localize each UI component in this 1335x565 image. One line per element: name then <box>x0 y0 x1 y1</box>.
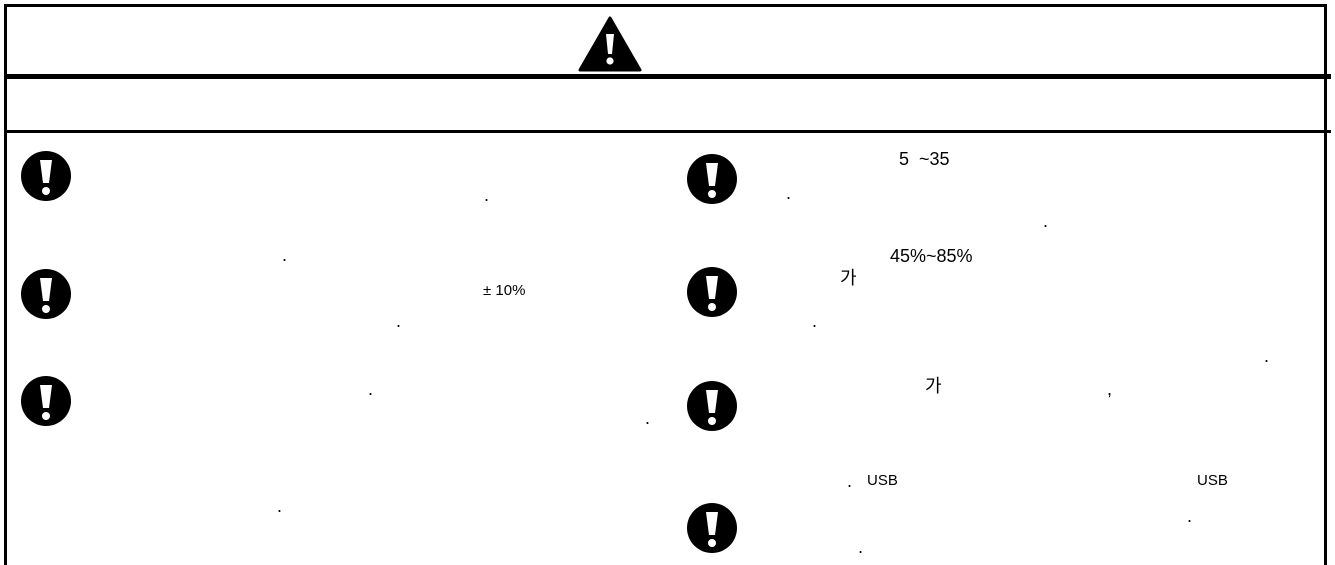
right-item-4-usb: USB <box>867 472 898 489</box>
right-item-1-temperature: 5 ~35 <box>899 149 950 169</box>
right-item-3-comma: , <box>1107 379 1113 399</box>
right-item-3-period-lead: . <box>1264 346 1270 366</box>
right-item-4-period: . <box>1187 506 1193 526</box>
subheader-divider <box>4 130 1331 133</box>
left-item-3-period-lead: . <box>368 379 374 399</box>
left-item-4-period: . <box>277 496 283 516</box>
left-item-1-period: . <box>484 185 490 205</box>
header-divider <box>4 74 1331 79</box>
right-item-1-period: . <box>786 183 792 203</box>
exclamation-circle-icon <box>687 503 737 553</box>
exclamation-circle-icon <box>21 151 71 201</box>
exclamation-circle-icon <box>687 154 737 204</box>
right-item-2-period: . <box>812 311 818 331</box>
right-item-4-period-lead: . <box>847 471 853 491</box>
exclamation-circle-icon <box>21 376 71 426</box>
right-item-2-word: 가 <box>840 268 857 288</box>
right-item-1-period-end: . <box>1043 211 1049 231</box>
right-item-2-humidity: 45%~85% <box>890 246 973 266</box>
warning-triangle-icon <box>578 16 642 72</box>
exclamation-circle-icon <box>687 381 737 431</box>
caution-table <box>4 4 1327 565</box>
left-item-2-period-lead: . <box>282 245 288 265</box>
left-item-2-tolerance: ± 10% <box>483 282 526 299</box>
right-item-4-period-end: . <box>858 537 864 557</box>
right-item-4-usb-2: USB <box>1197 472 1228 489</box>
right-item-3-word: 가 <box>925 376 942 396</box>
left-item-3-period: . <box>645 408 651 428</box>
left-item-2-period: . <box>396 311 402 331</box>
exclamation-circle-icon <box>687 267 737 317</box>
exclamation-circle-icon <box>21 269 71 319</box>
